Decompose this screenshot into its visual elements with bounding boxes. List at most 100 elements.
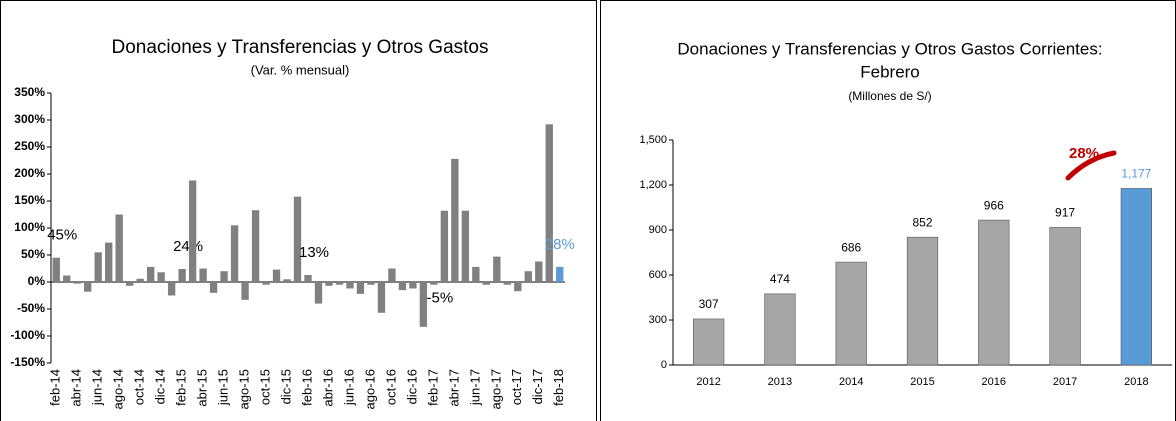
bar — [835, 261, 867, 366]
data-label: 686 — [841, 240, 861, 254]
x-tick-label: 2013 — [768, 376, 792, 388]
x-tick-label: dic-15 — [278, 369, 293, 404]
bar — [764, 293, 796, 366]
chart-title: Febrero — [860, 62, 920, 81]
bar — [535, 261, 543, 282]
bar — [493, 256, 501, 282]
bar — [304, 274, 312, 282]
data-label: 28% — [545, 236, 575, 253]
x-tick-label: ago-14 — [111, 369, 126, 409]
x-tick-label: 2014 — [839, 376, 863, 388]
x-tick-label: feb-15 — [174, 369, 189, 406]
y-tick-label: -150% — [10, 355, 45, 369]
bar — [503, 282, 511, 285]
bar — [105, 242, 113, 282]
x-tick-label: dic-16 — [404, 369, 419, 404]
bar — [251, 210, 260, 282]
bar — [94, 252, 102, 282]
y-tick-label: 0% — [28, 274, 46, 288]
x-tick-label: oct-16 — [383, 369, 398, 405]
x-tick-label: 2017 — [1053, 376, 1077, 388]
x-tick-label: 2012 — [696, 376, 720, 388]
bar — [451, 158, 459, 282]
bar — [199, 268, 207, 282]
bar — [220, 271, 228, 282]
y-tick-label: 50% — [21, 247, 45, 261]
left-panel — [0, 0, 597, 421]
bar — [283, 279, 291, 282]
bar — [84, 282, 92, 292]
bar — [430, 282, 438, 285]
bar — [461, 210, 470, 282]
y-tick-label: 1,200 — [639, 179, 667, 191]
bar — [693, 318, 725, 366]
data-label: 917 — [1055, 206, 1075, 220]
bar — [388, 268, 396, 282]
data-label: 474 — [770, 272, 790, 286]
x-tick-label: abr-16 — [320, 369, 335, 407]
y-tick-label: 0 — [661, 359, 667, 371]
bar — [167, 282, 176, 296]
chart-subtitle: (Millones de S/) — [848, 89, 931, 103]
bar — [63, 275, 71, 282]
x-tick-label: ago-16 — [362, 369, 377, 409]
data-label: -5% — [427, 290, 454, 307]
bar — [136, 278, 144, 282]
x-tick-label: 2016 — [982, 376, 1006, 388]
y-tick-label: -100% — [10, 328, 45, 342]
bar — [514, 282, 522, 292]
bar — [1120, 188, 1152, 366]
bar — [314, 282, 323, 304]
bar — [906, 236, 939, 366]
bar — [157, 272, 165, 282]
growth-arc — [1065, 150, 1117, 181]
y-tick-label: 600 — [649, 269, 667, 281]
x-tick-label: oct-17 — [509, 369, 524, 405]
bar — [325, 282, 333, 286]
x-tick-label: oct-15 — [257, 369, 272, 405]
bar — [272, 269, 281, 282]
y-tick-label: 900 — [649, 224, 667, 236]
x-tick-label: feb-18 — [551, 369, 566, 406]
bar — [367, 282, 375, 285]
x-tick-label: dic-14 — [153, 369, 168, 404]
bar — [346, 282, 354, 289]
bar — [440, 210, 449, 282]
x-tick-label: jun-16 — [341, 369, 356, 406]
y-tick-label: 150% — [14, 193, 45, 207]
bar — [73, 282, 81, 284]
bar — [146, 266, 155, 282]
chart-subtitle: (Var. % mensual) — [251, 62, 350, 77]
x-tick-label: jun-15 — [216, 369, 231, 406]
chart-title: Donaciones y Transferencias y Otros Gast… — [677, 39, 1102, 58]
y-tick-label: 100% — [14, 220, 45, 234]
bar — [419, 282, 428, 327]
y-tick-label: 200% — [14, 166, 45, 180]
y-tick-label: -50% — [17, 301, 45, 315]
bar — [126, 282, 134, 286]
bar — [472, 266, 480, 282]
x-tick-label: abr-14 — [69, 369, 84, 407]
data-label: 966 — [984, 198, 1004, 212]
data-label: 24% — [173, 238, 203, 255]
x-tick-label: jun-14 — [90, 369, 105, 406]
x-tick-label: feb-17 — [425, 369, 440, 406]
bar — [398, 282, 407, 291]
bar — [262, 282, 270, 285]
annotation: 28% — [1069, 145, 1099, 162]
x-tick-label: abr-15 — [195, 369, 210, 407]
bar — [524, 271, 532, 282]
bar — [335, 282, 344, 285]
x-tick-label: ago-15 — [236, 369, 251, 409]
x-tick-label: jun-17 — [467, 369, 482, 406]
x-tick-label: abr-17 — [446, 369, 461, 407]
bar — [188, 180, 197, 282]
bar — [115, 214, 123, 282]
bar — [377, 282, 386, 313]
data-label: 307 — [699, 297, 719, 311]
x-tick-label: dic-17 — [530, 369, 545, 404]
x-tick-label: 2018 — [1124, 376, 1148, 388]
bar — [409, 282, 417, 289]
